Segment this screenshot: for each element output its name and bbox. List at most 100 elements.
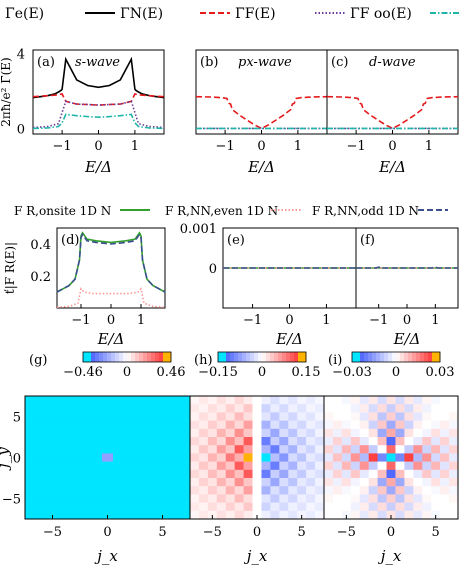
heatmap-cell-g: [135, 494, 147, 503]
series-d-1: [56, 287, 166, 308]
heatmap-cell-i: [440, 486, 450, 495]
heatmap-cell-g: [36, 445, 48, 454]
heatmap-cell-i: [341, 437, 352, 446]
heatmap-cell-g: [113, 469, 125, 479]
xtick-label-c-2: 1: [425, 139, 433, 154]
colorbar-step-i: [376, 352, 381, 362]
heatmap-cell-i: [440, 420, 450, 430]
heatmap-cell-h: [216, 437, 227, 446]
heatmap-cell-g: [47, 445, 59, 454]
heatmap-cell-i: [359, 453, 369, 462]
heatmap-cell-g: [69, 420, 81, 430]
heatmap-cell-h: [207, 502, 218, 512]
heatmap-cell-g: [36, 461, 48, 471]
heatmap-cell-h: [243, 486, 253, 495]
heatmap-cell-i: [404, 494, 414, 503]
colorbar-step-h: [262, 352, 267, 362]
heatmap-cell-i: [404, 428, 414, 438]
heatmap-cell-g: [157, 469, 169, 479]
heatmap-cell-g: [80, 428, 92, 438]
heatmap-cell-g: [179, 412, 191, 421]
heatmap-cell-h: [243, 461, 253, 471]
heatmap-cell-g: [36, 420, 48, 430]
heatmap-cell-g: [179, 486, 191, 495]
heatmap-cell-i: [368, 478, 378, 487]
heatmap-cell-i: [395, 428, 405, 438]
heatmap-cell-h: [252, 396, 262, 405]
heatmap-cell-g: [124, 494, 136, 503]
ylabel-bottom: j_y: [0, 447, 12, 471]
heatmap-cell-i: [404, 461, 414, 471]
xtick-label-f-1: 0: [403, 313, 411, 328]
heatmap-cell-i: [359, 469, 369, 479]
heatmap-cell-g: [146, 412, 158, 421]
heatmap-cell-i: [368, 428, 378, 438]
heatmap-cell-h: [315, 396, 325, 405]
colorbar-step-i: [428, 352, 433, 362]
heatmap-cell-h: [297, 396, 307, 405]
heatmap-cell-g: [146, 469, 158, 479]
heatmap-cell-g: [36, 428, 48, 438]
colorbar-step-h: [234, 352, 239, 362]
heatmap-cell-h: [190, 396, 200, 405]
heatmap-cell-h: [279, 428, 289, 438]
heatmap-cell-h: [288, 404, 298, 413]
heatmap-cell-h: [225, 437, 235, 446]
heatmap-cell-h: [261, 404, 271, 413]
heatmap-cell-i: [377, 428, 387, 438]
ytick-label-e-1: 0: [209, 262, 217, 277]
heatmap-cell-i: [440, 412, 450, 421]
heatmap-cell-i: [324, 494, 334, 503]
heatmap-cell-g: [91, 396, 103, 405]
heatmap-cell-i: [324, 437, 334, 446]
heatmap-cell-g: [135, 445, 147, 454]
heatmap-cell-g: [102, 469, 114, 479]
heatmap-cell-g: [36, 502, 48, 512]
heatmap-cell-h: [190, 510, 200, 520]
colorbar-step-h: [230, 352, 235, 362]
heatmap-cell-h: [207, 437, 218, 446]
colorbar-frame-i: [351, 351, 441, 363]
heatmap-cell-i: [395, 494, 405, 503]
heatmap-cell-g: [25, 461, 37, 471]
heatmap-cell-i: [368, 445, 378, 454]
heatmap-cell-i: [413, 453, 423, 462]
xlabel-g: j_x: [94, 547, 118, 565]
legend-top-label-1: Γ̄N(E): [120, 6, 163, 22]
heatmap-cell-i: [359, 396, 369, 405]
heatmap-cell-h: [288, 445, 298, 454]
colorbar-step-h: [258, 352, 263, 362]
heatmap-cell-i: [386, 412, 396, 421]
heatmap-cell-g: [25, 494, 37, 503]
heatmap-cell-h: [315, 486, 325, 495]
heatmap-cell-g: [135, 510, 147, 520]
heatmap-cell-i: [341, 428, 352, 438]
panel-title-b: px-wave: [238, 55, 292, 70]
heatmap-cell-g: [58, 404, 70, 413]
heatmap-cell-h: [190, 453, 200, 462]
heatmap-cell-g: [124, 420, 136, 430]
heatmap-cell-h: [243, 510, 253, 520]
heatmap-cell-h: [297, 404, 307, 413]
colorbar-tick-h-2: 0.15: [292, 365, 321, 380]
heatmap-cell-g: [146, 453, 158, 462]
legend-top-label-2: Γ̄F(E): [235, 6, 276, 22]
panel-label-h: (h): [194, 353, 213, 368]
heatmap-cell-h: [243, 445, 253, 454]
heatmap-cell-h: [225, 478, 235, 487]
heatmap-cell-h: [190, 486, 200, 495]
heatmap-cell-g: [124, 510, 136, 520]
heatmap-cell-g: [25, 502, 37, 512]
heatmap-cell-i: [395, 486, 405, 495]
heatmap-cell-h: [190, 478, 200, 487]
heatmap-cell-g: [168, 412, 180, 421]
colorbar-step-h: [274, 352, 279, 362]
heatmap-cell-g: [168, 404, 180, 413]
heatmap-cell-h: [234, 420, 244, 430]
heatmap-cell-g: [146, 494, 158, 503]
heatmap-cell-i: [368, 437, 378, 446]
heatmap-cell-i: [350, 404, 361, 413]
heatmap-cell-i: [324, 412, 334, 421]
heatmap-cell-i: [431, 469, 441, 479]
heatmap-cell-g: [47, 453, 59, 462]
